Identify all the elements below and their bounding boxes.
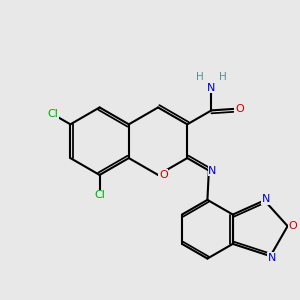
Text: O: O — [235, 104, 244, 114]
Text: Cl: Cl — [47, 109, 58, 119]
Text: N: N — [208, 166, 217, 176]
Text: H: H — [196, 72, 204, 82]
Text: N: N — [268, 253, 276, 262]
Text: O: O — [159, 170, 168, 180]
Text: N: N — [207, 82, 216, 92]
Text: H: H — [219, 72, 226, 82]
Text: N: N — [262, 194, 270, 204]
Text: O: O — [289, 221, 297, 231]
Text: Cl: Cl — [94, 190, 105, 200]
